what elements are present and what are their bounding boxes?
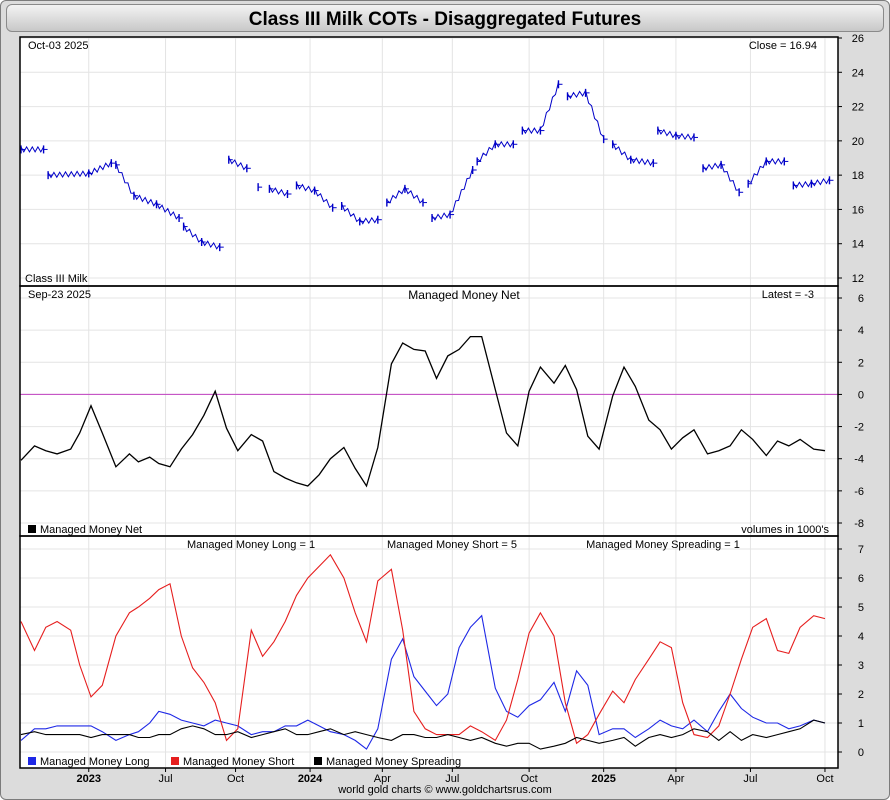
net-legend-swatch — [28, 525, 36, 533]
y-tick-label: 2 — [858, 689, 864, 701]
mm-header-label-2: Managed Money Short = 5 — [387, 539, 517, 551]
units-label: volumes in 1000's — [741, 524, 829, 536]
y-tick-label: -4 — [854, 454, 864, 466]
y-tick-label: -2 — [854, 422, 864, 434]
y-tick-label: 14 — [852, 239, 864, 251]
y-tick-label: 26 — [852, 33, 864, 45]
legend-swatch-2 — [171, 757, 179, 765]
y-tick-label: 20 — [852, 136, 864, 148]
x-tick-label: Jul — [445, 773, 459, 785]
y-tick-label: 7 — [858, 544, 864, 556]
price-date-label: Oct-03 2025 — [28, 40, 89, 52]
y-tick-label: 2 — [858, 357, 864, 369]
page-title: Class III Milk COTs - Disaggregated Futu… — [248, 9, 642, 30]
panel-2-background — [20, 286, 838, 536]
net-latest-label: Latest = -3 — [762, 289, 814, 301]
legend-label-3: Managed Money Spreading — [326, 756, 461, 768]
y-tick-label: -8 — [854, 518, 864, 530]
x-tick-label: Oct — [816, 773, 833, 785]
y-tick-label: 18 — [852, 170, 864, 182]
x-tick-label: 2023 — [77, 773, 101, 785]
panel-3-border — [19, 535, 839, 769]
managed-money-long-line — [20, 614, 826, 750]
x-tick-label: 2024 — [298, 773, 323, 785]
net-panel-title: Managed Money Net — [408, 288, 520, 302]
y-tick-label: 3 — [858, 660, 864, 672]
legend-swatch-1 — [28, 757, 36, 765]
price-series-label: Class III Milk — [25, 273, 88, 285]
y-tick-label: 6 — [858, 573, 864, 585]
x-tick-label: 2025 — [591, 773, 615, 785]
y-tick-label: 1 — [858, 718, 864, 730]
x-tick-label: Jul — [743, 773, 757, 785]
x-tick-label: Oct — [227, 773, 244, 785]
mm-header-label-3: Managed Money Spreading = 1 — [586, 539, 740, 551]
y-tick-label: 4 — [858, 631, 864, 643]
panel-3-background — [20, 536, 838, 768]
net-legend-label: Managed Money Net — [40, 524, 142, 536]
x-tick-label: Oct — [521, 773, 538, 785]
y-tick-label: 22 — [852, 102, 864, 114]
legend-swatch-3 — [314, 757, 322, 765]
price-close-label: Close = 16.94 — [749, 40, 817, 52]
y-tick-label: 5 — [858, 602, 864, 614]
y-tick-label: 12 — [852, 273, 864, 285]
legend-label-1: Managed Money Long — [40, 756, 149, 768]
y-tick-label: 16 — [852, 204, 864, 216]
y-tick-label: 4 — [858, 325, 864, 337]
x-tick-label: Jul — [159, 773, 173, 785]
price-series-line — [20, 81, 830, 250]
x-tick-label: Apr — [374, 773, 391, 785]
y-tick-label: 0 — [858, 747, 864, 759]
managed-money-net-line — [20, 335, 826, 488]
managed-money-spreading-line — [20, 719, 826, 750]
mm-header-label-1: Managed Money Long = 1 — [187, 539, 315, 551]
footer-credit: world gold charts © www.goldchartsrus.co… — [338, 784, 552, 796]
y-tick-label: 6 — [858, 293, 864, 305]
managed-money-short-line — [20, 553, 826, 745]
panel-1-background — [20, 37, 838, 286]
title-bar: Class III Milk COTs - Disaggregated Futu… — [6, 4, 884, 32]
y-tick-label: 0 — [858, 389, 864, 401]
x-tick-label: Apr — [667, 773, 684, 785]
legend-label-2: Managed Money Short — [183, 756, 294, 768]
y-tick-label: 24 — [852, 67, 864, 79]
net-date-label: Sep-23 2025 — [28, 289, 91, 301]
y-tick-label: -6 — [854, 486, 864, 498]
